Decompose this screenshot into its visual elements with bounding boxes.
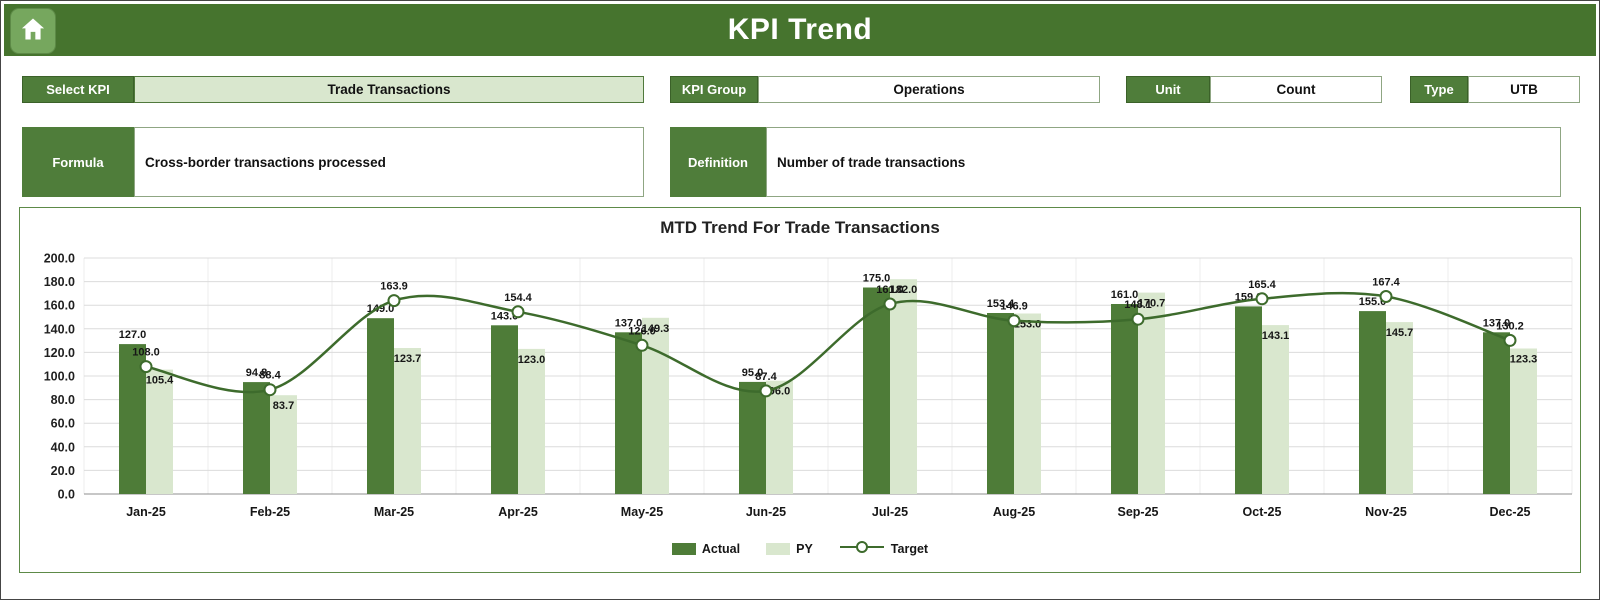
svg-text:137.0: 137.0	[615, 317, 643, 329]
svg-text:143.0: 143.0	[491, 310, 519, 322]
svg-text:120.0: 120.0	[44, 346, 75, 360]
svg-text:165.4: 165.4	[1248, 279, 1276, 291]
svg-text:100.0: 100.0	[44, 370, 75, 384]
svg-text:137.0: 137.0	[1483, 317, 1511, 329]
svg-text:105.4: 105.4	[146, 375, 174, 387]
definition-label: Definition	[670, 127, 766, 197]
svg-text:Jul-25: Jul-25	[872, 505, 908, 519]
unit-label: Unit	[1126, 76, 1210, 103]
svg-text:200.0: 200.0	[44, 252, 75, 266]
select-kpi-value[interactable]: Trade Transactions	[134, 76, 644, 103]
unit-value: Count	[1210, 76, 1382, 103]
definition-field: Definition Number of trade transactions	[670, 127, 1561, 197]
svg-text:Feb-25: Feb-25	[250, 505, 290, 519]
select-kpi-field: Select KPI Trade Transactions	[22, 76, 644, 103]
svg-text:153.4: 153.4	[987, 298, 1015, 310]
legend-item-actual: Actual	[671, 541, 741, 556]
formula-label: Formula	[22, 127, 134, 197]
type-value: UTB	[1468, 76, 1580, 103]
home-button[interactable]	[10, 8, 56, 54]
legend-label-py: PY	[796, 541, 813, 556]
svg-text:127.0: 127.0	[119, 329, 147, 341]
svg-text:40.0: 40.0	[51, 440, 75, 454]
svg-text:163.9: 163.9	[380, 281, 408, 293]
svg-text:20.0: 20.0	[51, 464, 75, 478]
svg-text:130.2: 130.2	[1496, 320, 1524, 332]
svg-text:155.0: 155.0	[1359, 296, 1387, 308]
svg-text:95.0: 95.0	[742, 367, 763, 379]
svg-text:161.0: 161.0	[876, 284, 904, 296]
svg-text:Oct-25: Oct-25	[1243, 505, 1282, 519]
legend-swatch-actual-icon	[671, 542, 696, 555]
svg-text:94.8: 94.8	[246, 367, 267, 379]
svg-text:180.0: 180.0	[44, 275, 75, 289]
svg-text:167.4: 167.4	[1372, 277, 1400, 289]
svg-text:161.0: 161.0	[1111, 289, 1139, 301]
legend-swatch-py-icon	[766, 542, 791, 555]
svg-text:182.0: 182.0	[890, 284, 918, 296]
svg-text:87.4: 87.4	[755, 371, 777, 383]
app-header: KPI Trend	[4, 4, 1596, 56]
svg-text:143.1: 143.1	[1262, 330, 1290, 342]
svg-text:140.0: 140.0	[44, 322, 75, 336]
legend-label-target: Target	[890, 541, 929, 556]
svg-text:Apr-25: Apr-25	[498, 505, 538, 519]
svg-text:123.0: 123.0	[518, 354, 546, 366]
formula-value: Cross-border transactions processed	[134, 127, 644, 197]
page-title: KPI Trend	[727, 13, 873, 46]
svg-text:175.0: 175.0	[863, 273, 891, 285]
chart-title: MTD Trend For Trade Transactions	[660, 218, 940, 237]
type-label: Type	[1410, 76, 1468, 103]
unit-field: Unit Count	[1126, 76, 1382, 103]
svg-text:146.9: 146.9	[1000, 301, 1028, 313]
svg-text:126.0: 126.0	[628, 325, 656, 337]
svg-text:170.7: 170.7	[1138, 298, 1166, 310]
formula-field: Formula Cross-border transactions proces…	[22, 127, 644, 197]
kpi-group-label: KPI Group	[670, 76, 758, 103]
svg-text:123.3: 123.3	[1510, 354, 1538, 366]
svg-text:60.0: 60.0	[51, 417, 75, 431]
svg-text:Dec-25: Dec-25	[1490, 505, 1531, 519]
svg-text:83.7: 83.7	[273, 400, 294, 412]
legend-target-line-icon	[839, 540, 885, 557]
definition-value: Number of trade transactions	[766, 127, 1561, 197]
legend-item-py: PY	[766, 542, 813, 556]
home-icon	[19, 15, 47, 48]
svg-text:80.0: 80.0	[51, 393, 75, 407]
select-kpi-label: Select KPI	[22, 76, 134, 103]
svg-text:123.7: 123.7	[394, 353, 422, 365]
svg-text:145.7: 145.7	[1386, 327, 1414, 339]
type-field: Type UTB	[1410, 76, 1580, 103]
detail-row: Formula Cross-border transactions proces…	[22, 127, 1578, 197]
legend-item-target: Target	[839, 540, 928, 557]
legend-label-actual: Actual	[701, 541, 741, 556]
svg-text:Mar-25: Mar-25	[374, 505, 414, 519]
svg-text:154.4: 154.4	[504, 292, 532, 304]
svg-text:88.4: 88.4	[259, 370, 281, 382]
svg-text:Jan-25: Jan-25	[126, 505, 166, 519]
svg-text:160.0: 160.0	[44, 299, 75, 313]
filter-row: Select KPI Trade Transactions KPI Group …	[22, 76, 1580, 103]
svg-text:Nov-25: Nov-25	[1365, 505, 1407, 519]
svg-text:Jun-25: Jun-25	[746, 505, 786, 519]
kpi-trend-chart: 0.0 20.0 40.0 60.0 80.0 100.0 120.0 140.0 160.0 1…	[44, 252, 1573, 519]
svg-text:108.0: 108.0	[132, 347, 160, 359]
chart-panel: MTD Trend For Trade Transactions 0.0 20.0…	[19, 207, 1581, 573]
svg-text:Aug-25: Aug-25	[993, 505, 1035, 519]
svg-text:0.0: 0.0	[58, 488, 75, 502]
svg-text:148.1: 148.1	[1124, 299, 1152, 311]
svg-text:Sep-25: Sep-25	[1118, 505, 1159, 519]
chart-legend: Actual PY Target	[20, 540, 1580, 557]
kpi-group-field: KPI Group Operations	[670, 76, 1100, 103]
svg-text:May-25: May-25	[621, 505, 663, 519]
kpi-group-value: Operations	[758, 76, 1100, 103]
svg-text:149.3: 149.3	[642, 323, 670, 335]
